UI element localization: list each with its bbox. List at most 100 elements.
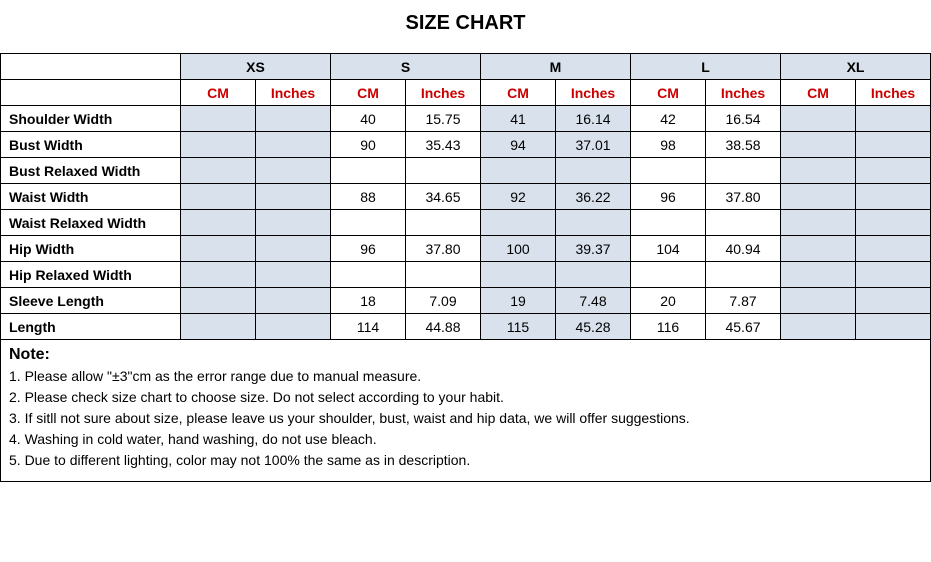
unit-header: Inches: [706, 80, 781, 106]
data-cell: [856, 288, 931, 314]
note-line: 4. Washing in cold water, hand washing, …: [9, 429, 922, 450]
data-cell: [181, 184, 256, 210]
data-cell: 104: [631, 236, 706, 262]
data-cell: 116: [631, 314, 706, 340]
data-cell: [256, 132, 331, 158]
data-cell: 16.14: [556, 106, 631, 132]
data-cell: 40: [331, 106, 406, 132]
blank-corner: [1, 80, 181, 106]
data-cell: 19: [481, 288, 556, 314]
data-cell: 96: [631, 184, 706, 210]
unit-header: Inches: [556, 80, 631, 106]
note-line: 1. Please allow "±3"cm as the error rang…: [9, 366, 922, 387]
data-cell: 39.37: [556, 236, 631, 262]
data-cell: 20: [631, 288, 706, 314]
table-row: Bust Relaxed Width: [1, 158, 931, 184]
data-cell: [181, 314, 256, 340]
table-row: Waist Width8834.659236.229637.80: [1, 184, 931, 210]
data-cell: [181, 132, 256, 158]
data-cell: [631, 210, 706, 236]
data-cell: [181, 262, 256, 288]
unit-header: CM: [631, 80, 706, 106]
size-header: L: [631, 54, 781, 80]
unit-header: Inches: [406, 80, 481, 106]
data-cell: 94: [481, 132, 556, 158]
data-cell: [331, 262, 406, 288]
data-cell: 92: [481, 184, 556, 210]
data-cell: 115: [481, 314, 556, 340]
data-cell: 37.01: [556, 132, 631, 158]
size-chart-table: XS S M L XL CM Inches CM Inches CM Inche…: [0, 53, 931, 340]
data-cell: 36.22: [556, 184, 631, 210]
data-cell: [856, 106, 931, 132]
data-cell: [331, 210, 406, 236]
data-cell: [481, 158, 556, 184]
data-cell: [706, 262, 781, 288]
size-header: S: [331, 54, 481, 80]
data-cell: [856, 132, 931, 158]
note-line: 3. If sitll not sure about size, please …: [9, 408, 922, 429]
data-cell: [181, 288, 256, 314]
unit-header: CM: [781, 80, 856, 106]
size-header: XL: [781, 54, 931, 80]
data-cell: [856, 184, 931, 210]
data-cell: [181, 158, 256, 184]
data-cell: [706, 210, 781, 236]
unit-header: Inches: [256, 80, 331, 106]
data-cell: [781, 314, 856, 340]
data-cell: [256, 158, 331, 184]
data-cell: [781, 132, 856, 158]
row-label: Hip Relaxed Width: [1, 262, 181, 288]
unit-header-row: CM Inches CM Inches CM Inches CM Inches …: [1, 80, 931, 106]
data-cell: [181, 236, 256, 262]
unit-header: CM: [481, 80, 556, 106]
data-cell: [856, 210, 931, 236]
data-cell: [856, 158, 931, 184]
size-header-row: XS S M L XL: [1, 54, 931, 80]
data-cell: [256, 184, 331, 210]
data-cell: 100: [481, 236, 556, 262]
data-cell: 7.87: [706, 288, 781, 314]
data-cell: [256, 288, 331, 314]
notes-section: Note: 1. Please allow "±3"cm as the erro…: [0, 340, 931, 482]
data-cell: 114: [331, 314, 406, 340]
row-label: Hip Width: [1, 236, 181, 262]
data-cell: [406, 158, 481, 184]
data-cell: [181, 106, 256, 132]
row-label: Waist Relaxed Width: [1, 210, 181, 236]
data-cell: [781, 158, 856, 184]
data-cell: 16.54: [706, 106, 781, 132]
data-cell: 7.48: [556, 288, 631, 314]
data-cell: 41: [481, 106, 556, 132]
table-row: Waist Relaxed Width: [1, 210, 931, 236]
row-label: Shoulder Width: [1, 106, 181, 132]
data-cell: 98: [631, 132, 706, 158]
data-cell: 45.28: [556, 314, 631, 340]
data-cell: 18: [331, 288, 406, 314]
row-label: Bust Width: [1, 132, 181, 158]
data-cell: 37.80: [706, 184, 781, 210]
data-cell: 40.94: [706, 236, 781, 262]
row-label: Length: [1, 314, 181, 340]
data-cell: 45.67: [706, 314, 781, 340]
data-cell: 96: [331, 236, 406, 262]
note-line: 5. Due to different lighting, color may …: [9, 450, 922, 471]
data-cell: 88: [331, 184, 406, 210]
data-cell: [706, 158, 781, 184]
data-cell: 34.65: [406, 184, 481, 210]
data-cell: [331, 158, 406, 184]
data-cell: 38.58: [706, 132, 781, 158]
data-cell: [781, 210, 856, 236]
size-header: M: [481, 54, 631, 80]
data-cell: [181, 210, 256, 236]
data-cell: [556, 262, 631, 288]
data-cell: 15.75: [406, 106, 481, 132]
unit-header: Inches: [856, 80, 931, 106]
data-cell: [481, 262, 556, 288]
note-line: 2. Please check size chart to choose siz…: [9, 387, 922, 408]
data-cell: [631, 158, 706, 184]
table-row: Sleeve Length187.09197.48207.87: [1, 288, 931, 314]
data-cell: [256, 314, 331, 340]
data-cell: 7.09: [406, 288, 481, 314]
data-cell: [856, 236, 931, 262]
